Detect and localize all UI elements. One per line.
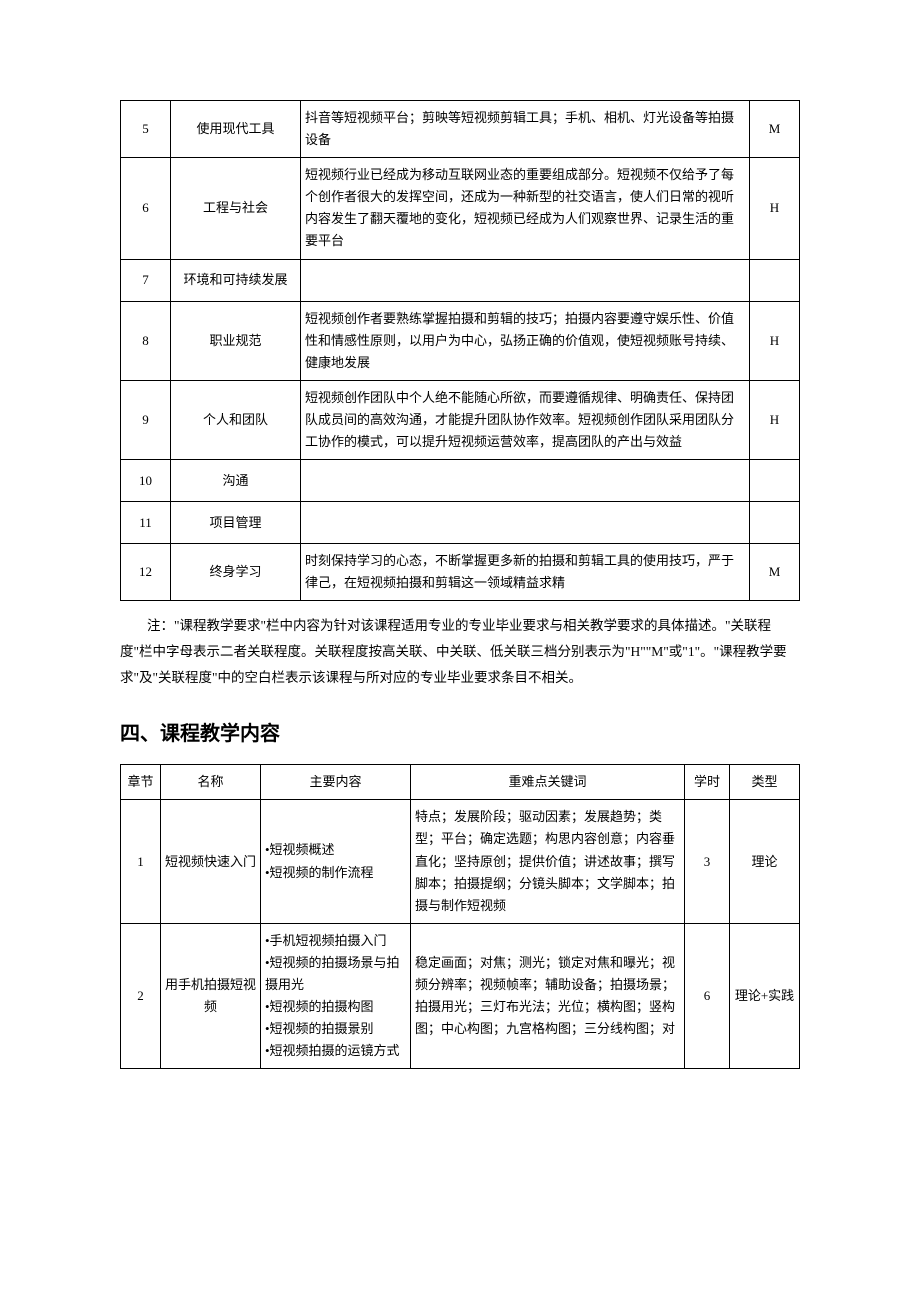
row-name: 用手机拍摄短视频 xyxy=(161,923,261,1069)
header-keywords: 重难点关键词 xyxy=(411,765,685,800)
row-name: 职业规范 xyxy=(171,301,301,380)
row-name: 终身学习 xyxy=(171,544,301,601)
table-row: 1短视频快速入门•短视频概述•短视频的制作流程特点；发展阶段；驱动因素；发展趋势… xyxy=(121,800,800,923)
table-note: 注："课程教学要求"栏中内容为针对该课程适用专业的专业毕业要求与相关教学要求的具… xyxy=(120,613,800,690)
row-num: 11 xyxy=(121,502,171,544)
row-num: 10 xyxy=(121,460,171,502)
table-row: 6工程与社会短视频行业已经成为移动互联网业态的重要组成部分。短视频不仅给予了每个… xyxy=(121,158,800,259)
row-level xyxy=(750,259,800,301)
row-num: 8 xyxy=(121,301,171,380)
row-level: H xyxy=(750,301,800,380)
row-num: 9 xyxy=(121,380,171,459)
row-keywords: 特点；发展阶段；驱动因素；发展趋势；类型；平台；确定选题；构思内容创意；内容垂直… xyxy=(411,800,685,923)
row-hours: 3 xyxy=(685,800,730,923)
row-num: 5 xyxy=(121,101,171,158)
row-type: 理论 xyxy=(730,800,800,923)
row-desc xyxy=(301,460,750,502)
row-level: M xyxy=(750,544,800,601)
row-name: 使用现代工具 xyxy=(171,101,301,158)
section-title: 四、课程教学内容 xyxy=(120,718,800,750)
row-level xyxy=(750,460,800,502)
row-level: H xyxy=(750,158,800,259)
header-chapter: 章节 xyxy=(121,765,161,800)
row-desc xyxy=(301,259,750,301)
row-desc: 抖音等短视频平台；剪映等短视频剪辑工具；手机、相机、灯光设备等拍摄设备 xyxy=(301,101,750,158)
row-desc: 短视频创作团队中个人绝不能随心所欲，而要遵循规律、明确责任、保持团队成员间的高效… xyxy=(301,380,750,459)
table-row: 5使用现代工具抖音等短视频平台；剪映等短视频剪辑工具；手机、相机、灯光设备等拍摄… xyxy=(121,101,800,158)
row-keywords: 稳定画面；对焦；测光；锁定对焦和曝光；视频分辨率；视频帧率；辅助设备；拍摄场景；… xyxy=(411,923,685,1069)
row-name: 环境和可持续发展 xyxy=(171,259,301,301)
row-desc: 短视频创作者要熟练掌握拍摄和剪辑的技巧；拍摄内容要遵守娱乐性、价值性和情感性原则… xyxy=(301,301,750,380)
row-name: 工程与社会 xyxy=(171,158,301,259)
row-name: 项目管理 xyxy=(171,502,301,544)
table-row: 2用手机拍摄短视频•手机短视频拍摄入门•短视频的拍摄场景与拍摄用光•短视频的拍摄… xyxy=(121,923,800,1069)
header-name: 名称 xyxy=(161,765,261,800)
row-chapter: 1 xyxy=(121,800,161,923)
row-level: M xyxy=(750,101,800,158)
header-type: 类型 xyxy=(730,765,800,800)
row-desc: 短视频行业已经成为移动互联网业态的重要组成部分。短视频不仅给予了每个创作者很大的… xyxy=(301,158,750,259)
row-desc: 时刻保持学习的心态，不断掌握更多新的拍摄和剪辑工具的使用技巧，严于律己，在短视频… xyxy=(301,544,750,601)
row-chapter: 2 xyxy=(121,923,161,1069)
row-name: 个人和团队 xyxy=(171,380,301,459)
row-hours: 6 xyxy=(685,923,730,1069)
content-table-header: 章节 名称 主要内容 重难点关键词 学时 类型 xyxy=(121,765,800,800)
row-content: •短视频概述•短视频的制作流程 xyxy=(261,800,411,923)
row-content: •手机短视频拍摄入门•短视频的拍摄场景与拍摄用光•短视频的拍摄构图•短视频的拍摄… xyxy=(261,923,411,1069)
row-level: H xyxy=(750,380,800,459)
row-level xyxy=(750,502,800,544)
row-name: 沟通 xyxy=(171,460,301,502)
row-num: 12 xyxy=(121,544,171,601)
header-content: 主要内容 xyxy=(261,765,411,800)
table-row: 11项目管理 xyxy=(121,502,800,544)
table-row: 12终身学习时刻保持学习的心态，不断掌握更多新的拍摄和剪辑工具的使用技巧，严于律… xyxy=(121,544,800,601)
header-hours: 学时 xyxy=(685,765,730,800)
table-row: 9个人和团队短视频创作团队中个人绝不能随心所欲，而要遵循规律、明确责任、保持团队… xyxy=(121,380,800,459)
table-row: 10沟通 xyxy=(121,460,800,502)
row-type: 理论+实践 xyxy=(730,923,800,1069)
table-row: 7环境和可持续发展 xyxy=(121,259,800,301)
content-table: 章节 名称 主要内容 重难点关键词 学时 类型 1短视频快速入门•短视频概述•短… xyxy=(120,764,800,1069)
row-desc xyxy=(301,502,750,544)
table-row: 8职业规范短视频创作者要熟练掌握拍摄和剪辑的技巧；拍摄内容要遵守娱乐性、价值性和… xyxy=(121,301,800,380)
row-num: 6 xyxy=(121,158,171,259)
requirements-table: 5使用现代工具抖音等短视频平台；剪映等短视频剪辑工具；手机、相机、灯光设备等拍摄… xyxy=(120,100,800,601)
row-name: 短视频快速入门 xyxy=(161,800,261,923)
row-num: 7 xyxy=(121,259,171,301)
